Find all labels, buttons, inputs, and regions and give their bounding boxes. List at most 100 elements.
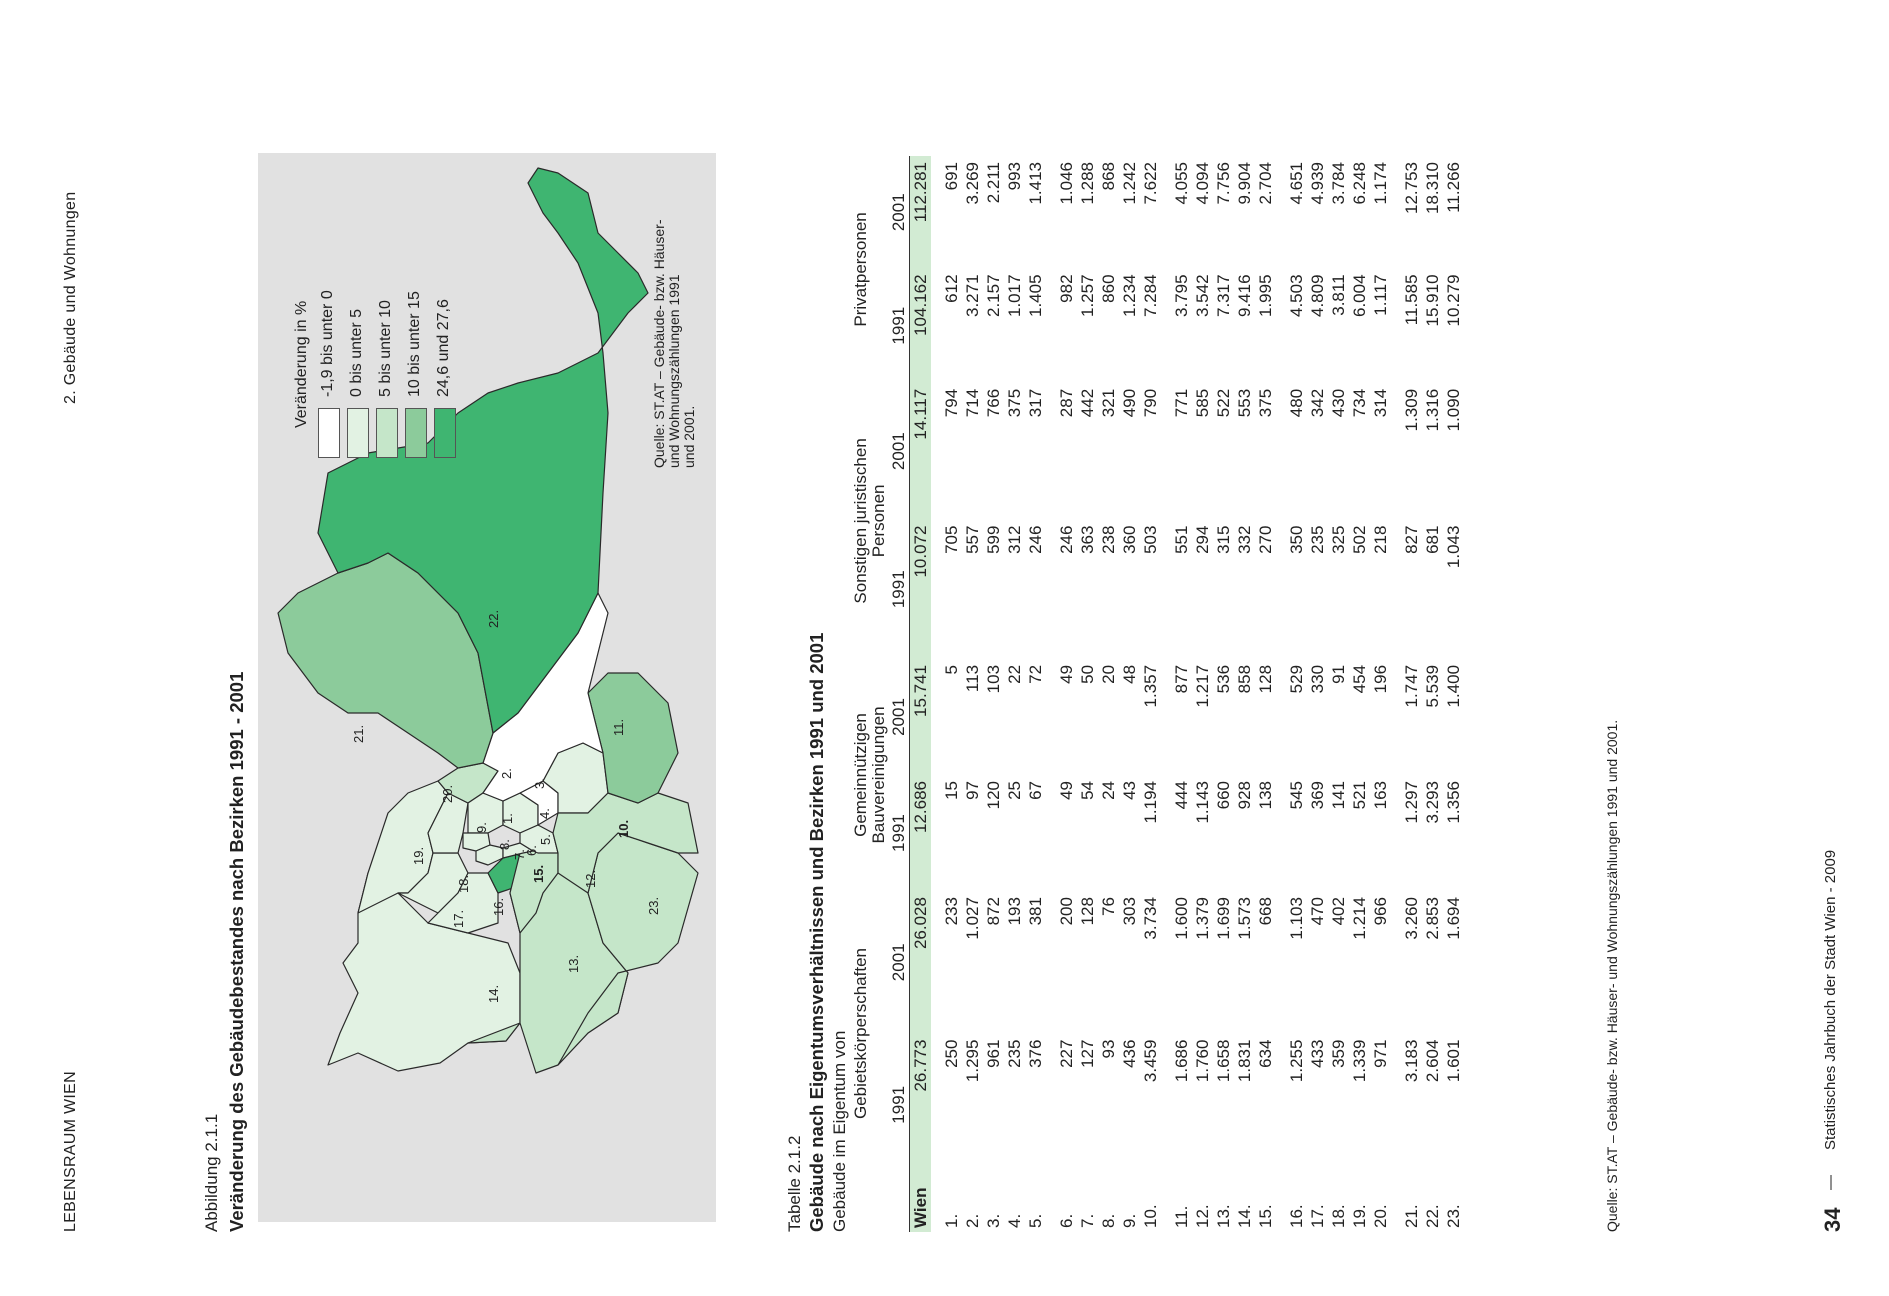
- table-cell: 1.234: [1119, 274, 1139, 318]
- table-cell: 4.939: [1307, 162, 1327, 205]
- map-source-line-2: und Wohnungszählungen 1991: [666, 274, 682, 468]
- table-cell: 521: [1349, 781, 1369, 810]
- table-cell: 3.269: [962, 162, 982, 205]
- table-cell: 321: [1098, 388, 1118, 418]
- table-cell: 294: [1192, 525, 1212, 554]
- table-cell: 12.753: [1401, 162, 1421, 214]
- table-cell: 436: [1119, 1039, 1139, 1068]
- row-label: 23.: [1443, 1204, 1463, 1228]
- table-cell: 26.028: [909, 891, 931, 1034]
- table-cell: 3.734: [1140, 897, 1160, 940]
- table-cell: 18.310: [1422, 162, 1442, 214]
- table-cell: 24: [1098, 781, 1118, 800]
- table-cell: 585: [1192, 388, 1212, 418]
- table-cell: 1.143: [1192, 781, 1212, 824]
- district-label-2: 2.: [499, 768, 514, 779]
- table-cell: 771: [1171, 388, 1191, 418]
- table-cell: 246: [1056, 525, 1076, 554]
- table-cell: 10.072: [909, 519, 931, 659]
- district-10: [552, 792, 699, 894]
- year-header: 2001: [888, 698, 908, 736]
- table-cell: 359: [1328, 1039, 1348, 1068]
- table-cell: 1.090: [1443, 388, 1463, 432]
- table-cell: 872: [983, 897, 1003, 926]
- table-group-header: Gebietskörperschaften Gemeinnützigen Bau…: [851, 156, 888, 1232]
- table-row: 22. 2.604 2.853 3.293 5.539 681 1.316 15.910 18.…: [1422, 156, 1443, 1232]
- table-cell: 877: [1171, 664, 1191, 694]
- table-cell: 1.017: [1004, 274, 1024, 318]
- figure-label: Abbildung 2.1.1: [202, 1113, 221, 1232]
- table-cell: 536: [1213, 664, 1233, 694]
- table-cell: 790: [1140, 388, 1160, 418]
- table-row: 1. 250 233 15 5 705 794 612 691: [941, 156, 962, 1232]
- table-cell: 1.995: [1255, 274, 1275, 318]
- table-row: 10. 3.459 3.734 1.194 1.357 503 790 7.284 7.622: [1140, 156, 1161, 1232]
- row-label: 4.: [1004, 1213, 1024, 1228]
- table-cell: 442: [1077, 388, 1097, 418]
- group-header: Gebietskörperschaften: [851, 948, 870, 1120]
- table-spacer: [1391, 156, 1401, 1232]
- table-cell: 1.601: [1443, 1039, 1463, 1083]
- table-cell: 330: [1307, 664, 1327, 694]
- table-cell: 1.174: [1370, 162, 1390, 205]
- year-header: 2001: [888, 943, 908, 982]
- table-title: Gebäude nach Eigentumsverhältnissen und …: [806, 632, 827, 1232]
- table-cell: 1.760: [1192, 1039, 1212, 1083]
- table-cell: 928: [1234, 781, 1254, 810]
- table-cell: 128: [1077, 897, 1097, 926]
- group-header: Sonstigen juristischen Personen: [851, 438, 888, 604]
- district-label-23: 23.: [646, 897, 661, 915]
- table-cell: 1.257: [1077, 274, 1097, 318]
- table-cell: 50: [1077, 664, 1097, 684]
- table-cell: 15.910: [1422, 274, 1442, 327]
- table-row: 19. 1.339 1.214 521 454 502 734 6.004 6.248: [1349, 156, 1370, 1232]
- table-cell: 2.211: [983, 162, 1003, 204]
- table-cell: 557: [962, 525, 982, 554]
- table-cell: 1.242: [1119, 162, 1139, 205]
- running-header-right: 2. Gebäude und Wohnungen: [62, 191, 79, 404]
- table-cell: 1.699: [1213, 897, 1233, 940]
- table-cell: 11.266: [1443, 162, 1463, 213]
- table-cell: 529: [1286, 664, 1306, 694]
- table-cell: 1.295: [962, 1039, 982, 1083]
- table-total-row: Wien 26.773 26.028 12.686 15.741 10.072 14.117…: [909, 156, 931, 1232]
- table-cell: 1.103: [1286, 897, 1306, 940]
- table-cell: 120: [983, 781, 1003, 810]
- table-cell: 381: [1025, 897, 1045, 926]
- table-cell: 1.194: [1140, 781, 1160, 824]
- table-cell: 315: [1213, 525, 1233, 554]
- table-spacer: [931, 156, 941, 1232]
- table-cell: 794: [941, 388, 961, 418]
- table-cell: 9.416: [1234, 274, 1254, 318]
- table-cell: 67: [1025, 781, 1045, 800]
- table-cell: 868: [1098, 162, 1118, 191]
- table-cell: 4.809: [1307, 274, 1327, 318]
- table-cell: 961: [983, 1039, 1003, 1068]
- table-cell: 3.811: [1328, 274, 1348, 316]
- table-cell: 317: [1025, 388, 1045, 418]
- table-cell: 6.248: [1349, 162, 1369, 205]
- table-cell: 734: [1349, 388, 1369, 418]
- legend-label: 5 bis unter 10: [377, 300, 394, 397]
- table-cell: 93: [1098, 1039, 1118, 1059]
- table-row: 17. 433 470 369 330 235 342 4.809 4.939: [1307, 156, 1328, 1232]
- table-cell: 4.094: [1192, 162, 1212, 205]
- table-label: Tabelle 2.1.2: [785, 1135, 804, 1232]
- table-cell: 112.281: [909, 156, 931, 269]
- table-cell: 91: [1328, 664, 1348, 684]
- district-label-11: 11.: [611, 719, 626, 736]
- table-cell: 522: [1213, 388, 1233, 418]
- table-cell: 3.784: [1328, 162, 1348, 205]
- table-cell: 10.279: [1443, 274, 1463, 327]
- table-cell: 15: [941, 781, 961, 800]
- table-subtitle: Gebäude im Eigentum von: [830, 1030, 849, 1232]
- district-label-17: 17.: [451, 910, 466, 928]
- legend-label: 10 bis unter 15: [406, 291, 423, 397]
- table-cell: 1.288: [1077, 162, 1097, 205]
- table-source: Quelle: ST.AT – Gebäude- bzw. Häuser- un…: [1604, 719, 1620, 1232]
- table-cell: 402: [1328, 897, 1348, 926]
- row-label: 21.: [1401, 1204, 1421, 1228]
- legend-label: -1,9 bis unter 0: [319, 290, 336, 397]
- legend-title: Veränderung in %: [293, 300, 310, 428]
- table-cell: 714: [962, 388, 982, 418]
